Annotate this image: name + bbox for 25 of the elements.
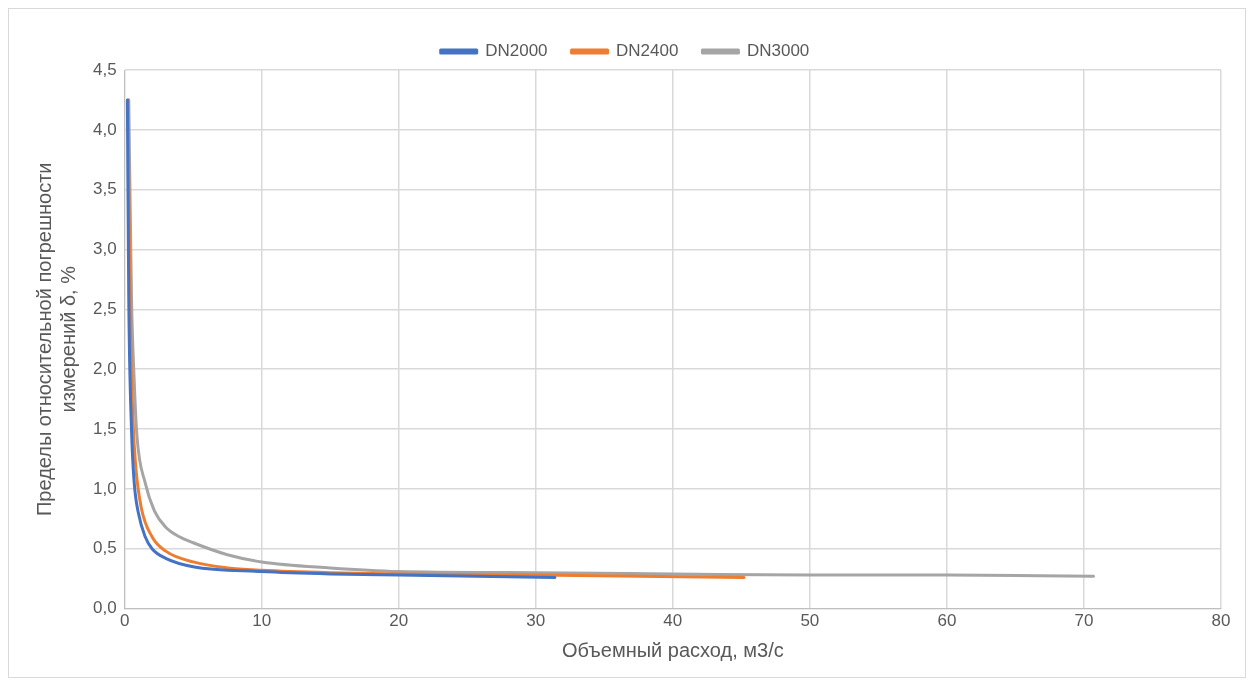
line-series xyxy=(125,98,557,579)
y-tick-label: 2,5 xyxy=(92,299,117,319)
y-tick-label: 3,0 xyxy=(92,239,117,259)
y-tick-label: 3,5 xyxy=(92,179,117,199)
x-tick-label: 20 xyxy=(389,611,409,631)
y-tick-label: 1,0 xyxy=(92,478,117,498)
x-tick-label: 30 xyxy=(526,611,546,631)
x-tick-label: 0 xyxy=(119,611,130,631)
x-tick-label: 10 xyxy=(252,611,272,631)
y-tick-label: 0,5 xyxy=(92,538,117,558)
y-tick-label: 4,5 xyxy=(92,59,117,79)
y-axis-title: Пределы относительной погрешности измерений δ, % xyxy=(32,162,79,517)
y-tick-label: 4,0 xyxy=(92,119,117,139)
x-tick-label: 70 xyxy=(1074,611,1094,631)
x-tick-label: 80 xyxy=(1211,611,1231,631)
y-tick-label: 1,5 xyxy=(92,418,117,438)
legend-label: DN2000 xyxy=(485,41,548,61)
x-tick-label: 50 xyxy=(800,611,820,631)
x-tick-label: 60 xyxy=(937,611,957,631)
x-axis-title: Объемный расход, м3/с xyxy=(561,638,784,661)
legend-label: DN3000 xyxy=(746,41,810,61)
y-tick-label: 2,0 xyxy=(92,358,117,378)
x-tick-label: 40 xyxy=(663,611,683,631)
y-tick-label: 0,0 xyxy=(92,598,117,618)
legend-label: DN2400 xyxy=(616,41,679,61)
